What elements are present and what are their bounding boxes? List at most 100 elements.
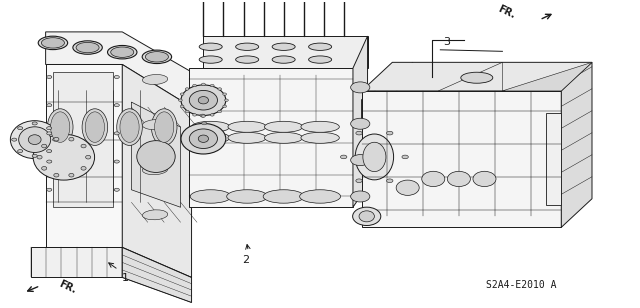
Ellipse shape — [396, 180, 419, 195]
Ellipse shape — [185, 88, 189, 90]
Polygon shape — [131, 102, 180, 207]
Ellipse shape — [189, 129, 218, 148]
Ellipse shape — [356, 179, 362, 183]
Ellipse shape — [198, 135, 209, 142]
Ellipse shape — [85, 112, 104, 142]
Ellipse shape — [355, 134, 394, 180]
Ellipse shape — [228, 121, 266, 132]
Ellipse shape — [211, 114, 214, 116]
Ellipse shape — [81, 144, 86, 148]
Ellipse shape — [69, 137, 74, 141]
Ellipse shape — [47, 109, 73, 145]
Ellipse shape — [81, 167, 86, 170]
Polygon shape — [561, 62, 592, 227]
Ellipse shape — [143, 165, 168, 175]
Ellipse shape — [223, 93, 227, 95]
Ellipse shape — [351, 118, 370, 129]
Ellipse shape — [120, 112, 139, 142]
Ellipse shape — [447, 171, 470, 187]
Ellipse shape — [47, 132, 52, 135]
Ellipse shape — [422, 171, 445, 187]
Ellipse shape — [37, 155, 42, 159]
Ellipse shape — [203, 129, 208, 132]
Ellipse shape — [198, 99, 204, 102]
Ellipse shape — [193, 84, 196, 87]
Ellipse shape — [351, 82, 370, 93]
Ellipse shape — [82, 109, 108, 145]
Ellipse shape — [211, 84, 214, 87]
Text: 1: 1 — [122, 273, 129, 283]
Ellipse shape — [308, 56, 332, 63]
Ellipse shape — [202, 115, 205, 117]
Ellipse shape — [10, 121, 59, 159]
Ellipse shape — [76, 42, 99, 53]
Ellipse shape — [473, 171, 496, 187]
Ellipse shape — [308, 43, 332, 51]
Ellipse shape — [351, 191, 370, 202]
Ellipse shape — [143, 210, 168, 220]
Ellipse shape — [359, 211, 374, 222]
Polygon shape — [362, 62, 413, 128]
Ellipse shape — [387, 131, 393, 135]
Ellipse shape — [301, 132, 339, 143]
Ellipse shape — [199, 43, 222, 51]
Ellipse shape — [204, 137, 209, 140]
Ellipse shape — [272, 43, 295, 51]
Ellipse shape — [114, 75, 119, 79]
Ellipse shape — [179, 99, 182, 101]
Ellipse shape — [236, 56, 259, 63]
Ellipse shape — [353, 207, 381, 225]
Ellipse shape — [264, 121, 303, 132]
Ellipse shape — [42, 144, 47, 148]
Ellipse shape — [199, 106, 204, 109]
Ellipse shape — [180, 105, 184, 107]
Ellipse shape — [152, 109, 177, 145]
Polygon shape — [53, 72, 113, 207]
Ellipse shape — [33, 134, 95, 180]
Ellipse shape — [189, 91, 218, 110]
Ellipse shape — [73, 41, 102, 54]
Ellipse shape — [18, 150, 23, 153]
Ellipse shape — [351, 155, 370, 166]
Ellipse shape — [180, 93, 184, 95]
Ellipse shape — [264, 132, 303, 143]
Ellipse shape — [111, 47, 134, 57]
Ellipse shape — [19, 127, 51, 152]
Ellipse shape — [114, 160, 119, 163]
Ellipse shape — [236, 43, 259, 51]
Ellipse shape — [181, 124, 226, 154]
Ellipse shape — [47, 188, 52, 191]
Ellipse shape — [28, 135, 41, 144]
Ellipse shape — [54, 137, 59, 141]
Ellipse shape — [18, 127, 23, 130]
Ellipse shape — [32, 154, 37, 157]
Polygon shape — [546, 113, 561, 205]
Ellipse shape — [228, 132, 266, 143]
Ellipse shape — [116, 109, 142, 145]
Text: FR.: FR. — [496, 4, 516, 21]
Ellipse shape — [47, 150, 52, 153]
Polygon shape — [45, 32, 191, 107]
Ellipse shape — [12, 138, 17, 141]
Ellipse shape — [356, 131, 362, 135]
Ellipse shape — [86, 155, 91, 159]
Polygon shape — [122, 247, 191, 302]
Ellipse shape — [52, 138, 58, 141]
Ellipse shape — [54, 173, 59, 177]
Ellipse shape — [47, 160, 52, 163]
Ellipse shape — [137, 141, 175, 172]
Ellipse shape — [198, 96, 209, 104]
Ellipse shape — [193, 114, 196, 116]
Ellipse shape — [218, 88, 221, 90]
Ellipse shape — [32, 122, 37, 125]
Ellipse shape — [143, 120, 168, 130]
Ellipse shape — [181, 85, 226, 116]
Text: 2: 2 — [242, 254, 249, 265]
Polygon shape — [189, 68, 353, 207]
Ellipse shape — [301, 121, 339, 132]
Polygon shape — [122, 64, 191, 278]
Ellipse shape — [387, 179, 393, 183]
Ellipse shape — [300, 190, 340, 203]
Ellipse shape — [69, 173, 74, 177]
Ellipse shape — [114, 132, 119, 135]
